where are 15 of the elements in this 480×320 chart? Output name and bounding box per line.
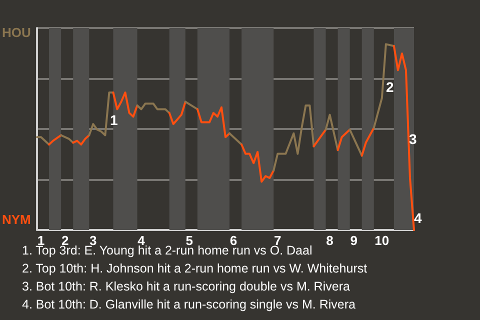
annotation: 1: [110, 112, 118, 128]
x-tick-label: 8: [326, 233, 334, 248]
text: 2. Top 10th: H. Johnson hit a 2-run home run vs W. Whitehurst: [22, 262, 368, 276]
text: HOU: [2, 25, 31, 40]
text: 4. Bot 10th: D. Glanville hit a run-scoring single vs M. Rivera: [22, 298, 356, 312]
annotation: 2: [386, 79, 394, 95]
text: 3. Bot 10th: R. Klesko hit a run-scoring double vs M. Rivera: [22, 280, 350, 294]
x-tick-label: 5: [186, 233, 194, 248]
x-tick-label: 3: [90, 233, 97, 248]
x-tick-label: 9: [350, 233, 358, 248]
annotation: 4: [414, 210, 422, 226]
annotation: 3: [409, 131, 417, 147]
x-tick-label: 10: [374, 233, 390, 248]
x-tick-label: 6: [230, 233, 238, 248]
text: NYM: [2, 212, 31, 227]
